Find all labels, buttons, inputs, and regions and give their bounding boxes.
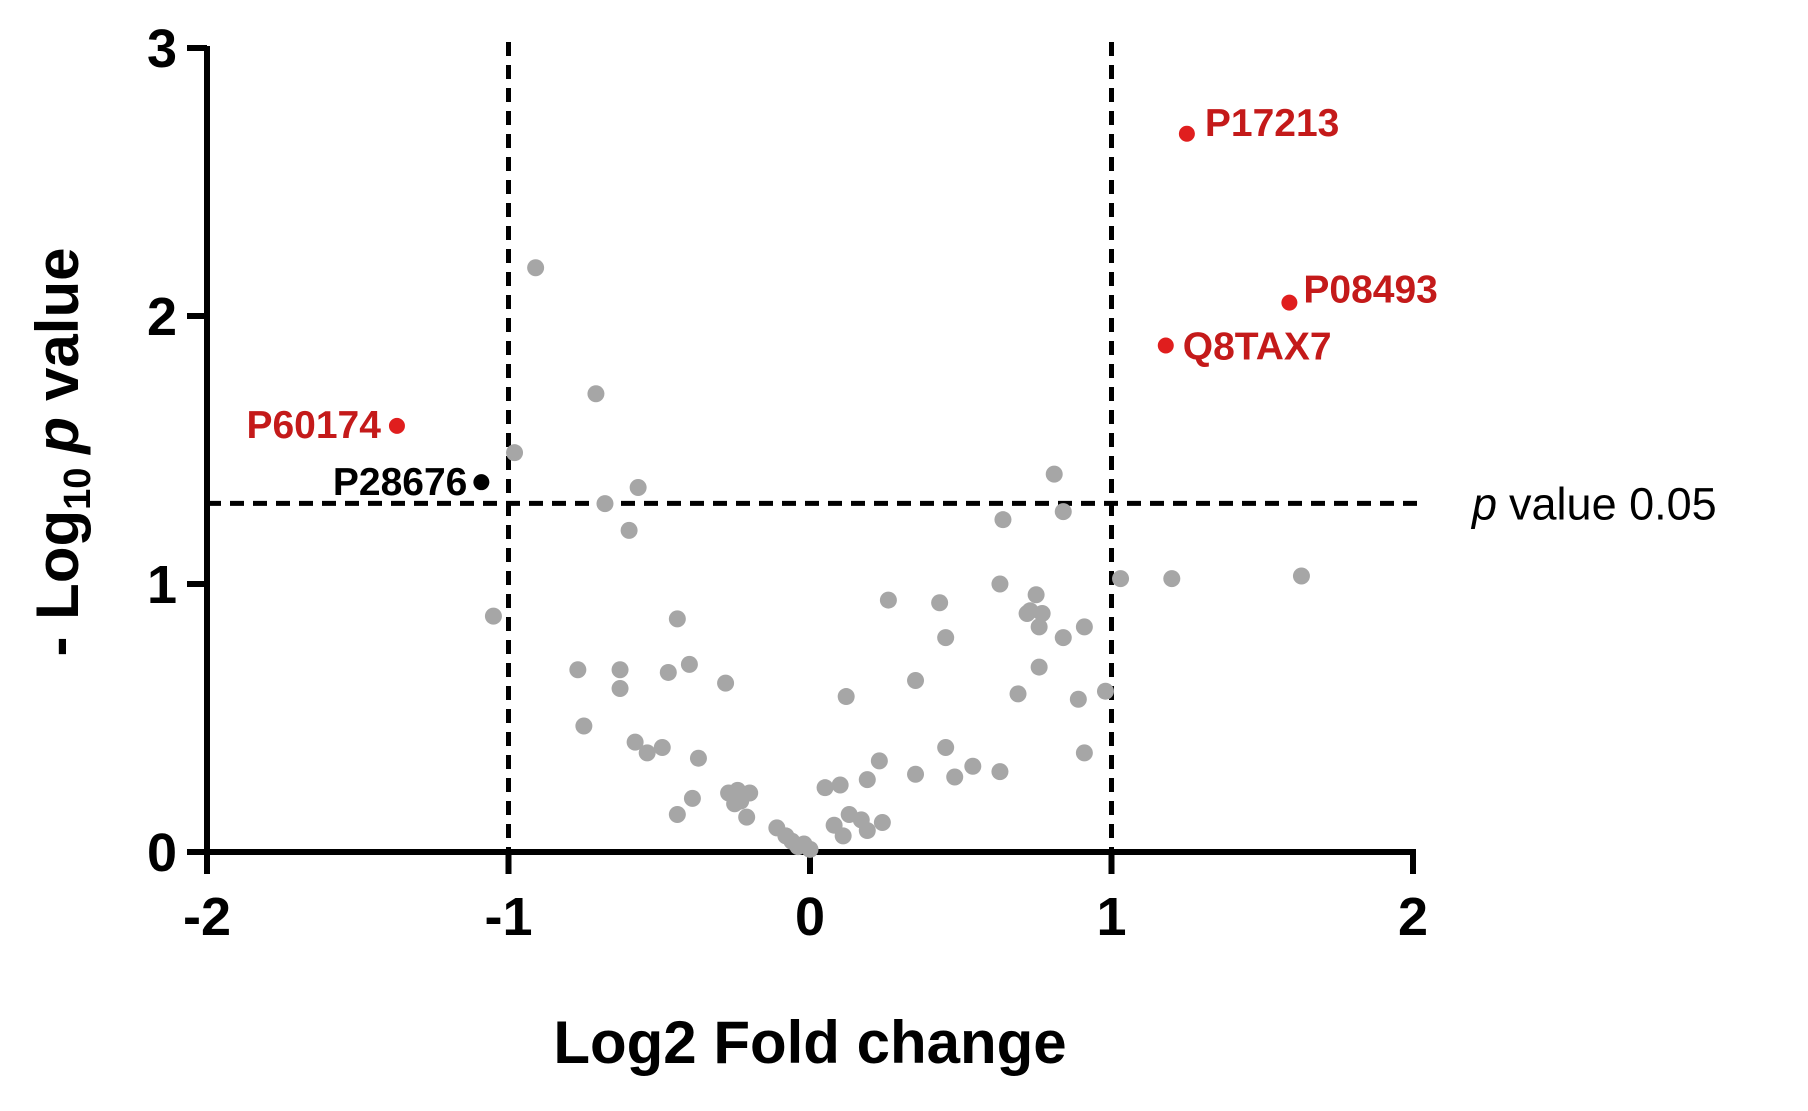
data-point — [858, 822, 876, 840]
x-tick-label-3: 1 — [1096, 887, 1126, 947]
data-point — [1045, 465, 1063, 483]
data-point — [1096, 682, 1114, 700]
data-point — [668, 805, 686, 823]
data-point — [611, 680, 629, 698]
highlight-point-p17213 — [1178, 125, 1195, 142]
x-axis-label: Log2 Fold change — [553, 1009, 1066, 1076]
data-point — [620, 521, 638, 539]
data-point — [946, 768, 964, 786]
data-point — [1075, 618, 1093, 636]
data-point — [1027, 586, 1045, 604]
data-point — [907, 671, 925, 689]
data-point — [964, 757, 982, 775]
data-point — [575, 717, 593, 735]
data-point — [506, 444, 524, 462]
y-tick-label-3: 3 — [147, 19, 177, 79]
y-tick-label-2: 2 — [147, 287, 177, 347]
data-point — [1163, 570, 1181, 588]
data-point — [726, 795, 744, 813]
labeled-points: P17213 P08493 Q8TAX7 P60174 P28676 — [246, 102, 1437, 504]
threshold-label-italic: p — [1470, 478, 1497, 529]
x-tick-label-2: 0 — [795, 887, 825, 947]
data-point — [668, 610, 686, 628]
data-point — [1112, 570, 1130, 588]
data-point — [626, 733, 644, 751]
data-point — [858, 771, 876, 789]
data-point — [1030, 618, 1048, 636]
data-point — [683, 789, 701, 807]
data-point — [937, 738, 955, 756]
y-axis-label-subscript: 10 — [57, 468, 99, 510]
threshold-lines — [207, 42, 1422, 852]
x-tick-label-1: -1 — [484, 887, 532, 947]
data-point — [991, 763, 1009, 781]
data-point — [1054, 503, 1072, 521]
threshold-label: p value 0.05 — [1470, 478, 1717, 529]
point-label-p17213: P17213 — [1205, 102, 1339, 145]
data-point — [611, 661, 629, 679]
data-point — [653, 738, 671, 756]
data-point — [527, 259, 545, 277]
data-point — [1009, 685, 1027, 703]
data-point — [680, 655, 698, 673]
highlight-point-p60174 — [388, 417, 405, 434]
y-axis-label: - Log10 p value — [24, 248, 99, 657]
highlight-point-p28676 — [473, 474, 490, 491]
y-axis-label-prefix: - Log — [24, 510, 91, 657]
data-point — [870, 752, 888, 770]
data-point — [907, 765, 925, 783]
data-point — [484, 607, 502, 625]
data-point — [1030, 658, 1048, 676]
point-label-p28676: P28676 — [333, 461, 467, 504]
data-point — [638, 744, 656, 762]
threshold-label-text: value 0.05 — [1509, 478, 1717, 529]
data-point — [738, 808, 756, 826]
data-point — [873, 814, 891, 832]
data-point — [587, 385, 605, 403]
x-tick-label-0: -2 — [183, 887, 231, 947]
data-point — [837, 688, 855, 706]
point-label-p08493: P08493 — [1303, 269, 1437, 312]
data-point — [1054, 629, 1072, 647]
data-point — [937, 629, 955, 647]
point-label-p60174: P60174 — [246, 404, 381, 447]
data-point — [816, 779, 834, 797]
y-tick-label-0: 0 — [147, 823, 177, 883]
data-point — [931, 594, 949, 612]
highlight-point-q8tax7 — [1157, 337, 1174, 354]
data-point — [1075, 744, 1093, 762]
data-point — [994, 511, 1012, 529]
highlight-point-p08493 — [1281, 294, 1298, 311]
x-tick-label-4: 2 — [1398, 887, 1428, 947]
data-point — [659, 663, 677, 681]
data-point — [831, 776, 849, 794]
data-point — [689, 749, 707, 767]
data-point — [717, 674, 735, 692]
data-point — [596, 495, 614, 513]
data-point — [795, 835, 813, 853]
data-point — [879, 591, 897, 609]
y-axis-label-suffix: value — [24, 248, 91, 401]
data-point — [629, 479, 647, 497]
data-point — [991, 575, 1009, 593]
data-points — [484, 259, 1310, 858]
point-label-q8tax7: Q8TAX7 — [1183, 325, 1332, 368]
data-point — [1069, 690, 1087, 708]
data-point — [834, 827, 852, 845]
data-point — [1292, 567, 1310, 585]
axes: 0 1 2 3 -2 -1 0 1 2 — [147, 19, 1428, 947]
y-axis-label-italic: p — [24, 417, 91, 456]
data-point — [569, 661, 587, 679]
y-tick-label-1: 1 — [147, 555, 177, 615]
data-point — [1033, 604, 1051, 622]
